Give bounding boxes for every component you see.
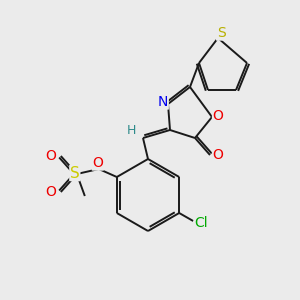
Text: O: O [92, 156, 103, 170]
Text: H: H [126, 124, 136, 136]
Text: Cl: Cl [194, 216, 208, 230]
Text: S: S [70, 166, 80, 181]
Text: O: O [213, 109, 224, 123]
Text: O: O [45, 149, 56, 163]
Text: S: S [217, 26, 225, 40]
Text: O: O [213, 148, 224, 162]
Text: N: N [158, 95, 168, 109]
Text: O: O [45, 185, 56, 199]
